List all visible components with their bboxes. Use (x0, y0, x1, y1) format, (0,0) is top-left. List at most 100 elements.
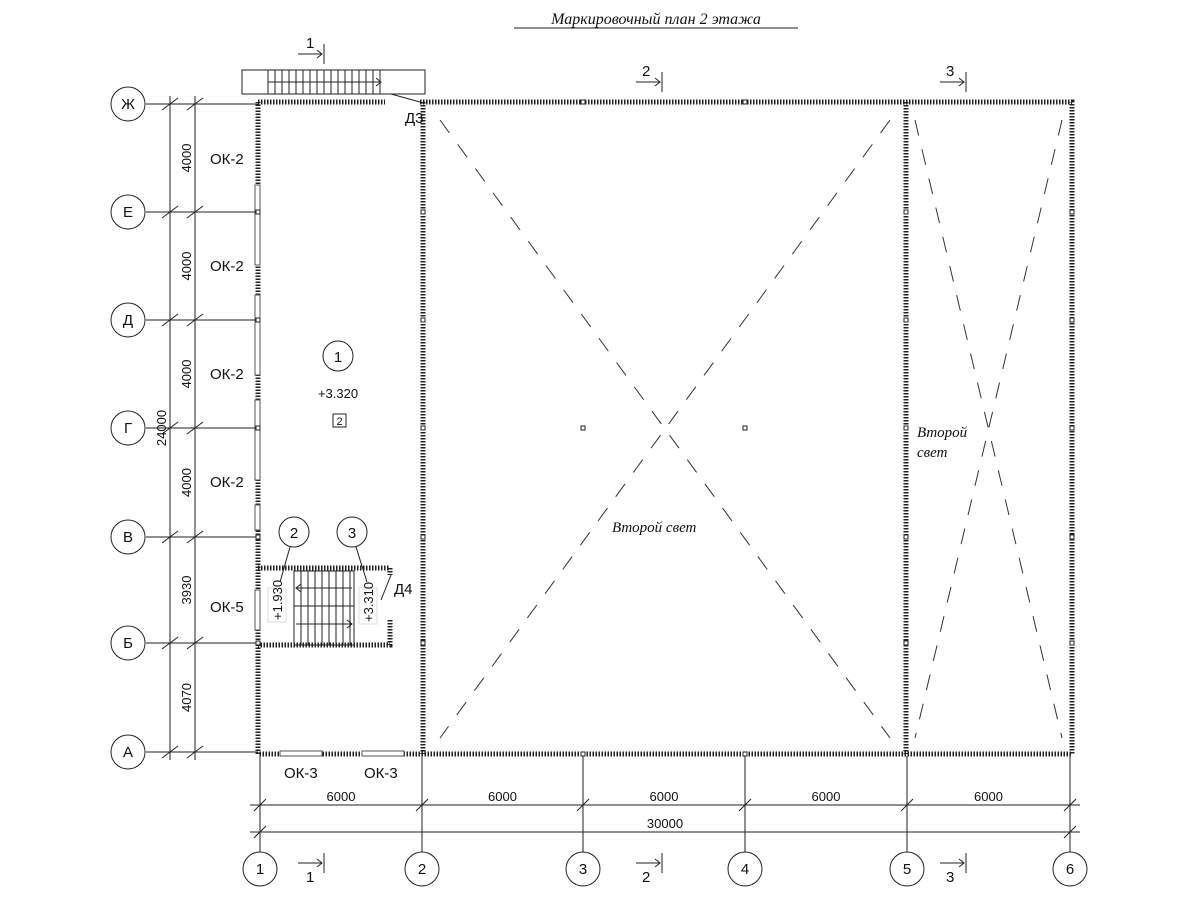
row-dimension: 4000 (179, 252, 194, 281)
leader-line (279, 546, 291, 583)
row-axis-marker (110, 86, 146, 122)
void-label: Второй свет (612, 520, 697, 536)
room-marker (322, 340, 354, 372)
column-axis-label: 2 (418, 861, 426, 878)
column-post (420, 317, 426, 323)
void-label: свет (917, 445, 948, 461)
section-label: 1 (306, 869, 314, 886)
row-axis-marker (110, 734, 146, 770)
column-dimension: 6000 (812, 789, 841, 804)
windows (254, 184, 405, 757)
column-post (903, 640, 909, 646)
column-post (1069, 640, 1075, 646)
column-dimension: 6000 (650, 789, 679, 804)
column-post (580, 99, 586, 105)
row-axis-label: Г (124, 420, 132, 437)
internal-stair (293, 570, 392, 646)
row-dimension: 4070 (179, 683, 194, 712)
column-post (420, 640, 426, 646)
column-axis-label: 6 (1066, 861, 1074, 878)
door-label-d4: Д4 (394, 581, 413, 598)
section-label: 2 (642, 63, 650, 80)
section-label: 2 (642, 869, 650, 886)
row-axis-marker (110, 410, 146, 446)
column-post (1069, 425, 1075, 431)
column-post (1069, 209, 1075, 215)
section-label: 3 (946, 63, 954, 80)
column-axis-marker (242, 851, 278, 887)
dimensions: 4000 4000 4000 4000 3930 4070 24000 6000 6000 600… (154, 96, 1080, 833)
column-total-dimension: 30000 (647, 816, 683, 831)
column-post (903, 534, 909, 540)
window-label: ОК-2 (210, 366, 244, 383)
section-marks (298, 44, 967, 873)
column-post (742, 99, 748, 105)
row-dimension: 4000 (179, 144, 194, 173)
window-label: ОК-5 (210, 599, 244, 616)
room-marker (278, 516, 310, 548)
column-axis-marker (727, 851, 763, 887)
column-post (903, 317, 909, 323)
column-dimension: 6000 (327, 789, 356, 804)
row-axis-label: Ж (121, 96, 135, 113)
column-post (255, 425, 261, 431)
room-level: +3.320 (318, 386, 358, 401)
window-label: ОК-3 (284, 765, 318, 782)
column-post (903, 209, 909, 215)
column-post (903, 425, 909, 431)
external-stair (241, 69, 426, 103)
column-post (1069, 534, 1075, 540)
column-post (742, 751, 748, 757)
level-box (358, 587, 378, 625)
column-post (420, 209, 426, 215)
column-post (742, 425, 748, 431)
room-level: +1.930 (270, 580, 285, 620)
column-dimension: 6000 (488, 789, 517, 804)
column-axis-label: 3 (579, 861, 587, 878)
column-post (420, 534, 426, 540)
column-post (420, 425, 426, 431)
column-axis-label: 4 (741, 861, 749, 878)
row-axis-label: В (123, 529, 133, 546)
row-axis-marker (110, 194, 146, 230)
row-axis-marker (110, 519, 146, 555)
column-post (580, 425, 586, 431)
row-axis-marker (110, 302, 146, 338)
leader-line (355, 546, 368, 583)
row-axis-label: Б (123, 635, 133, 652)
row-axis-marker (110, 625, 146, 661)
room-level: +3.310 (361, 582, 376, 622)
void-label: Второй (917, 425, 968, 441)
column-axis-marker (1052, 851, 1088, 887)
room-number: 1 (334, 349, 342, 366)
room-number: 3 (348, 525, 356, 542)
column-axis-label: 5 (903, 861, 911, 878)
column-axis-label: 1 (256, 861, 264, 878)
room-area-tag (332, 413, 347, 428)
row-total-dimension: 24000 (154, 410, 169, 446)
section-label: 1 (306, 35, 314, 52)
column-axis-marker (889, 851, 925, 887)
row-dimension: 4000 (179, 360, 194, 389)
row-dimension: 3930 (179, 576, 194, 605)
void-diagonals (439, 119, 1063, 739)
window-label: ОК-2 (210, 258, 244, 275)
column-post (255, 317, 261, 323)
room-marker (336, 516, 368, 548)
column-axis-marker (565, 851, 601, 887)
row-axis-label: Е (123, 204, 133, 221)
room-area-tag-text: 2 (336, 416, 342, 428)
door-label-d3: Д3 (405, 110, 424, 127)
row-dimension: 4000 (179, 468, 194, 497)
column-post (255, 640, 261, 646)
column-post (580, 751, 586, 757)
drawing-title: Маркировочный план 2 этажа (550, 11, 761, 28)
level-box (267, 587, 287, 623)
column-axis-marker (404, 851, 440, 887)
column-post (255, 534, 261, 540)
window-label: ОК-3 (364, 765, 398, 782)
window-label: ОК-2 (210, 474, 244, 491)
row-axis-label: А (123, 744, 133, 761)
